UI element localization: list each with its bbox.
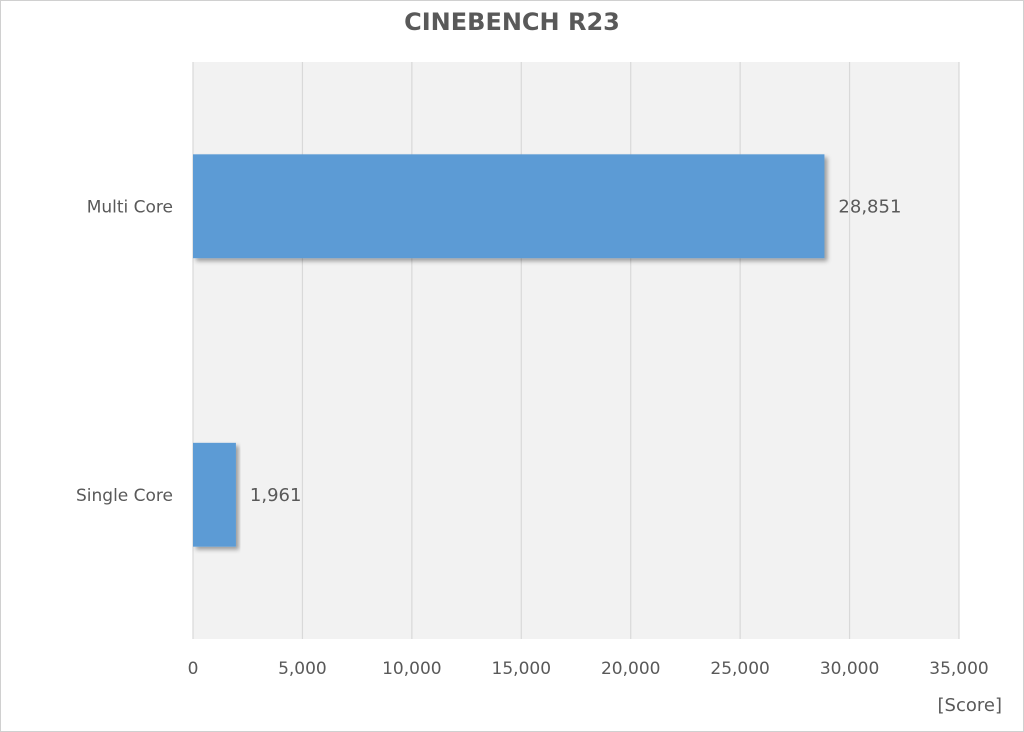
bars	[193, 154, 825, 547]
bar	[193, 442, 236, 547]
bar-value-label: 28,851	[838, 196, 901, 217]
x-tick-labels: 0 5,000 10,000 15,000 20,000 25,000 30,000 35,0…	[188, 659, 989, 679]
x-tick-label: 5,000	[278, 659, 327, 679]
category-label: Single Core	[76, 486, 173, 506]
x-tick-label: 25,000	[710, 659, 769, 679]
value-labels: 28,851 1,961	[250, 196, 901, 506]
category-label: Multi Core	[87, 197, 173, 217]
unit-label: [Score]	[937, 695, 1002, 716]
category-labels: Multi Core Single Core	[76, 197, 173, 506]
plot-area	[193, 62, 959, 639]
bar	[193, 154, 825, 259]
x-tick-label: 30,000	[820, 659, 879, 679]
x-tick-label: 10,000	[382, 659, 441, 679]
x-tick-label: 35,000	[929, 659, 988, 679]
chart-title: CINEBENCH R23	[404, 8, 620, 36]
x-tick-label: 15,000	[492, 659, 551, 679]
x-tick-label: 20,000	[601, 659, 660, 679]
bar-value-label: 1,961	[250, 485, 302, 506]
x-tick-label: 0	[188, 659, 199, 679]
